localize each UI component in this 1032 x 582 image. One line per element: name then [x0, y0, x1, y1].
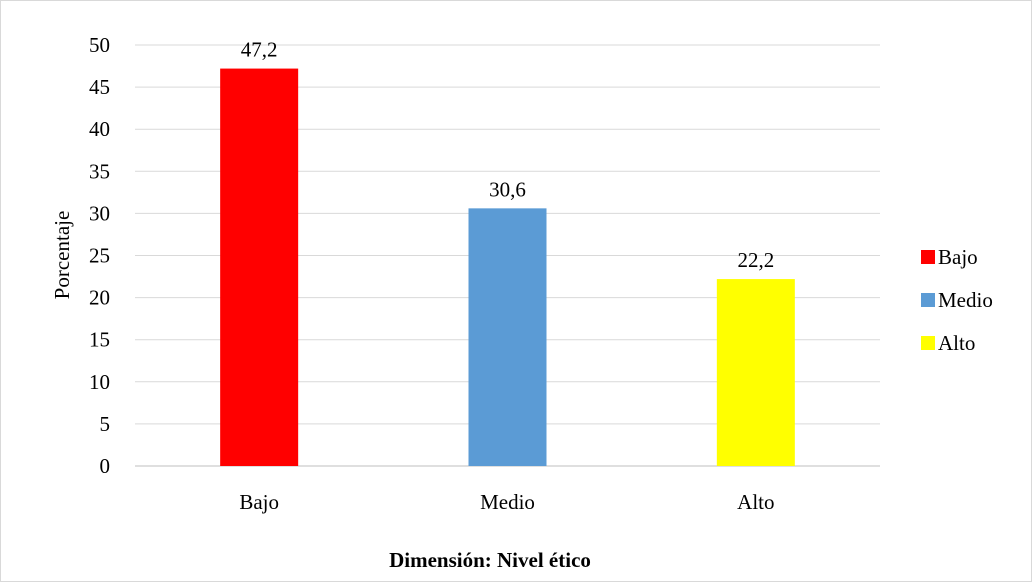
y-tick-label: 10	[89, 370, 110, 394]
y-tick-label: 45	[89, 75, 110, 99]
y-tick-label: 35	[89, 159, 110, 183]
data-label: 30,6	[489, 177, 526, 201]
legend-swatch	[921, 250, 935, 264]
y-tick-label: 30	[89, 201, 110, 225]
y-axis-title: Porcentaje	[50, 211, 74, 300]
data-label: 47,2	[241, 38, 278, 62]
legend-label: Medio	[938, 288, 993, 312]
x-axis-title: Dimensión: Nivel ético	[389, 548, 591, 572]
y-tick-label: 40	[89, 117, 110, 141]
legend-label: Alto	[938, 331, 975, 355]
x-axis-ticks: Bajo Medio Alto	[239, 490, 774, 514]
bar-medio	[468, 208, 547, 466]
legend-swatch	[921, 293, 935, 307]
legend-swatch	[921, 336, 935, 350]
x-tick-label: Bajo	[239, 490, 279, 514]
y-tick-label: 25	[89, 244, 110, 268]
data-labels: 47,2 30,6 22,2	[241, 38, 774, 272]
legend-label: Bajo	[938, 245, 978, 269]
x-tick-label: Medio	[480, 490, 535, 514]
y-tick-label: 0	[100, 454, 111, 478]
bar-alto	[716, 279, 795, 466]
data-label: 22,2	[737, 248, 774, 272]
y-tick-label: 20	[89, 286, 110, 310]
y-tick-label: 15	[89, 328, 110, 352]
y-axis-ticks: 0 5 10 15 20 25 30 35 40 45 50	[89, 33, 110, 478]
bar-bajo	[220, 68, 299, 467]
bars	[220, 68, 795, 467]
y-tick-label: 5	[100, 412, 111, 436]
x-tick-label: Alto	[737, 490, 774, 514]
y-tick-label: 50	[89, 33, 110, 57]
legend: Bajo Medio Alto	[921, 245, 993, 355]
